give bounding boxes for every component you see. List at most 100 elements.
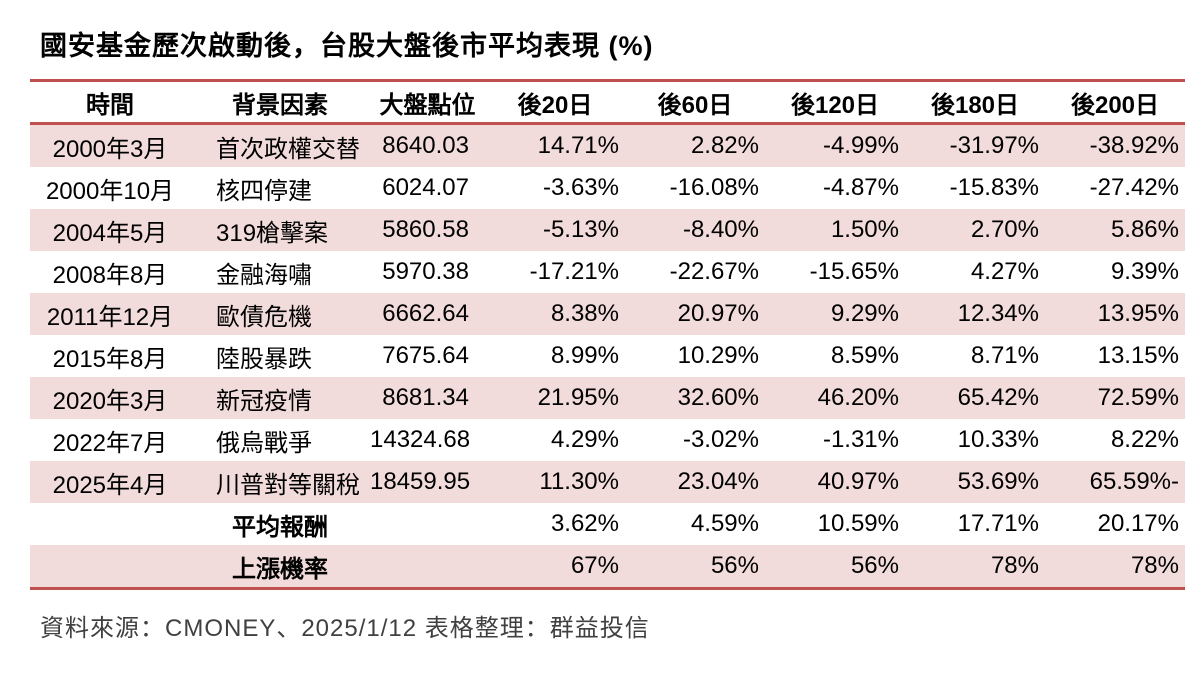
cell-factor: 新冠疫情 [216,387,312,415]
cell-time: 2025年4月 [52,471,168,499]
cell-index: 6662.64 [382,300,469,327]
cell-empty [370,503,485,545]
source-note: 資料來源：CMONEY、2025/1/12 表格整理：群益投信 [40,615,650,642]
cell-d120: -1.31% [822,426,899,453]
summary-row-average-return: 平均報酬 3.62% 4.59% 10.59% 17.71% 20.17% [30,503,1185,545]
cell-d120: 10.59% [817,510,899,537]
cell-d200: 65.59%- [1089,468,1179,495]
cell-factor: 319槍擊案 [216,219,329,247]
summary-row-up-probability: 上漲機率 67% 56% 56% 78% 78% [30,545,1185,590]
page-title: 國安基金歷次啟動後，台股大盤後市平均表現 (%) [40,31,654,61]
cell-d200: 5.86% [1110,216,1179,243]
cell-empty [30,503,190,545]
summary-label: 上漲機率 [190,545,370,590]
table-row: 2022年7月 俄烏戰爭 14324.68 4.29% -3.02% -1.31… [30,419,1185,461]
cell-d20: 11.30% [539,468,619,495]
cell-factor: 陸股暴跌 [216,345,312,373]
cell-d200: 9.39% [1110,258,1179,285]
summary-label: 平均報酬 [232,513,328,541]
cell-d20: 3.62% [550,510,619,537]
cell-factor: 首次政權交替 [216,135,360,163]
cell-d200: -27.42% [1089,174,1179,201]
cell-d180: 10.33% [957,426,1039,453]
cell-d60: -16.08% [669,174,759,201]
table-header: 時間 背景因素 大盤點位 後20日 後60日 後120日 後180日 後200日 [30,79,1185,125]
cell-d60: 4.59% [690,510,759,537]
cell-d20: 14.71% [537,132,619,159]
cell-d200: 20.17% [1097,510,1179,537]
cell-d180: 17.71% [957,510,1039,537]
cell-factor: 核四停建 [216,177,312,205]
table-row: 2020年3月 新冠疫情 8681.34 21.95% 32.60% 46.20… [30,377,1185,419]
cell-factor: 歐債危機 [216,303,312,331]
cell-d120: 40.97% [817,468,899,495]
cell-d180: 8.71% [970,342,1039,369]
table-row: 2000年3月 首次政權交替 8640.03 14.71% 2.82% -4.9… [30,123,1185,167]
cell-d20: -5.13% [542,216,619,243]
col-header-d200: 後200日 [1045,79,1185,125]
cell-factor: 金融海嘯 [216,261,312,289]
cell-time: 2004年5月 [52,219,168,247]
cell-d60: 32.60% [677,384,759,411]
cell-empty [370,545,485,590]
cell-index: 14324.68 [370,426,471,453]
col-header-index: 大盤點位 [370,79,485,125]
cell-d120: -15.65% [809,258,899,285]
cell-time: 2000年3月 [52,135,168,163]
cell-d60: 23.04% [677,468,759,495]
cell-d60: 56% [625,545,765,590]
cell-factor: 俄烏戰爭 [216,429,312,457]
cell-d60: 10.29% [677,342,759,369]
cell-time: 2008年8月 [52,261,168,289]
cell-d120: 46.20% [817,384,899,411]
cell-d180: -15.83% [949,174,1039,201]
cell-index: 8640.03 [382,132,469,159]
cell-d20: 8.99% [550,342,619,369]
col-header-d20: 後20日 [485,79,625,125]
cell-d200: 13.15% [1097,342,1179,369]
cell-d120: 56% [765,545,905,590]
cell-d120: -4.87% [822,174,899,201]
cell-d180: 4.27% [970,258,1039,285]
cell-d180: 12.34% [957,300,1039,327]
cell-d60: -3.02% [682,426,759,453]
cell-d200: -38.92% [1089,132,1179,159]
cell-d180: 65.42% [957,384,1039,411]
cell-index: 5860.58 [382,216,469,243]
cell-d180: 78% [905,545,1045,590]
cell-d60: 20.97% [677,300,759,327]
cell-index: 5970.38 [382,258,469,285]
cell-index: 18459.95 [370,468,471,495]
cell-empty [30,545,190,590]
cell-d200: 72.59% [1097,384,1179,411]
cell-d60: -22.67% [669,258,759,285]
table-body: 2000年3月 首次政權交替 8640.03 14.71% 2.82% -4.9… [30,123,1185,590]
cell-index: 8681.34 [382,384,469,411]
performance-table: 時間 背景因素 大盤點位 後20日 後60日 後120日 後180日 後200日… [30,79,1185,590]
table-row: 2008年8月 金融海嘯 5970.38 -17.21% -22.67% -15… [30,251,1185,293]
cell-index: 6024.07 [382,174,469,201]
cell-index: 7675.64 [382,342,469,369]
cell-d20: 4.29% [550,426,619,453]
table-row: 2025年4月 川普對等關稅 18459.95 11.30% 23.04% 40… [30,461,1185,503]
cell-time: 2011年12月 [46,303,174,331]
cell-d20: 21.95% [537,384,619,411]
table-row: 2015年8月 陸股暴跌 7675.64 8.99% 10.29% 8.59% … [30,335,1185,377]
table-row: 2011年12月 歐債危機 6662.64 8.38% 20.97% 9.29%… [30,293,1185,335]
col-header-time: 時間 [30,79,190,125]
cell-d200: 13.95% [1097,300,1179,327]
cell-d200: 78% [1045,545,1185,590]
cell-d20: -17.21% [529,258,619,285]
header-row: 時間 背景因素 大盤點位 後20日 後60日 後120日 後180日 後200日 [30,79,1185,125]
cell-d120: 8.59% [830,342,899,369]
cell-factor: 川普對等關稅 [216,471,360,499]
cell-time: 2000年10月 [45,177,175,205]
table-row: 2004年5月 319槍擊案 5860.58 -5.13% -8.40% 1.5… [30,209,1185,251]
cell-d120: -4.99% [822,132,899,159]
cell-d20: 67% [485,545,625,590]
cell-d200: 8.22% [1110,426,1179,453]
cell-d180: 2.70% [970,216,1039,243]
cell-d60: 2.82% [690,132,759,159]
cell-d20: 8.38% [550,300,619,327]
cell-time: 2020年3月 [52,387,168,415]
